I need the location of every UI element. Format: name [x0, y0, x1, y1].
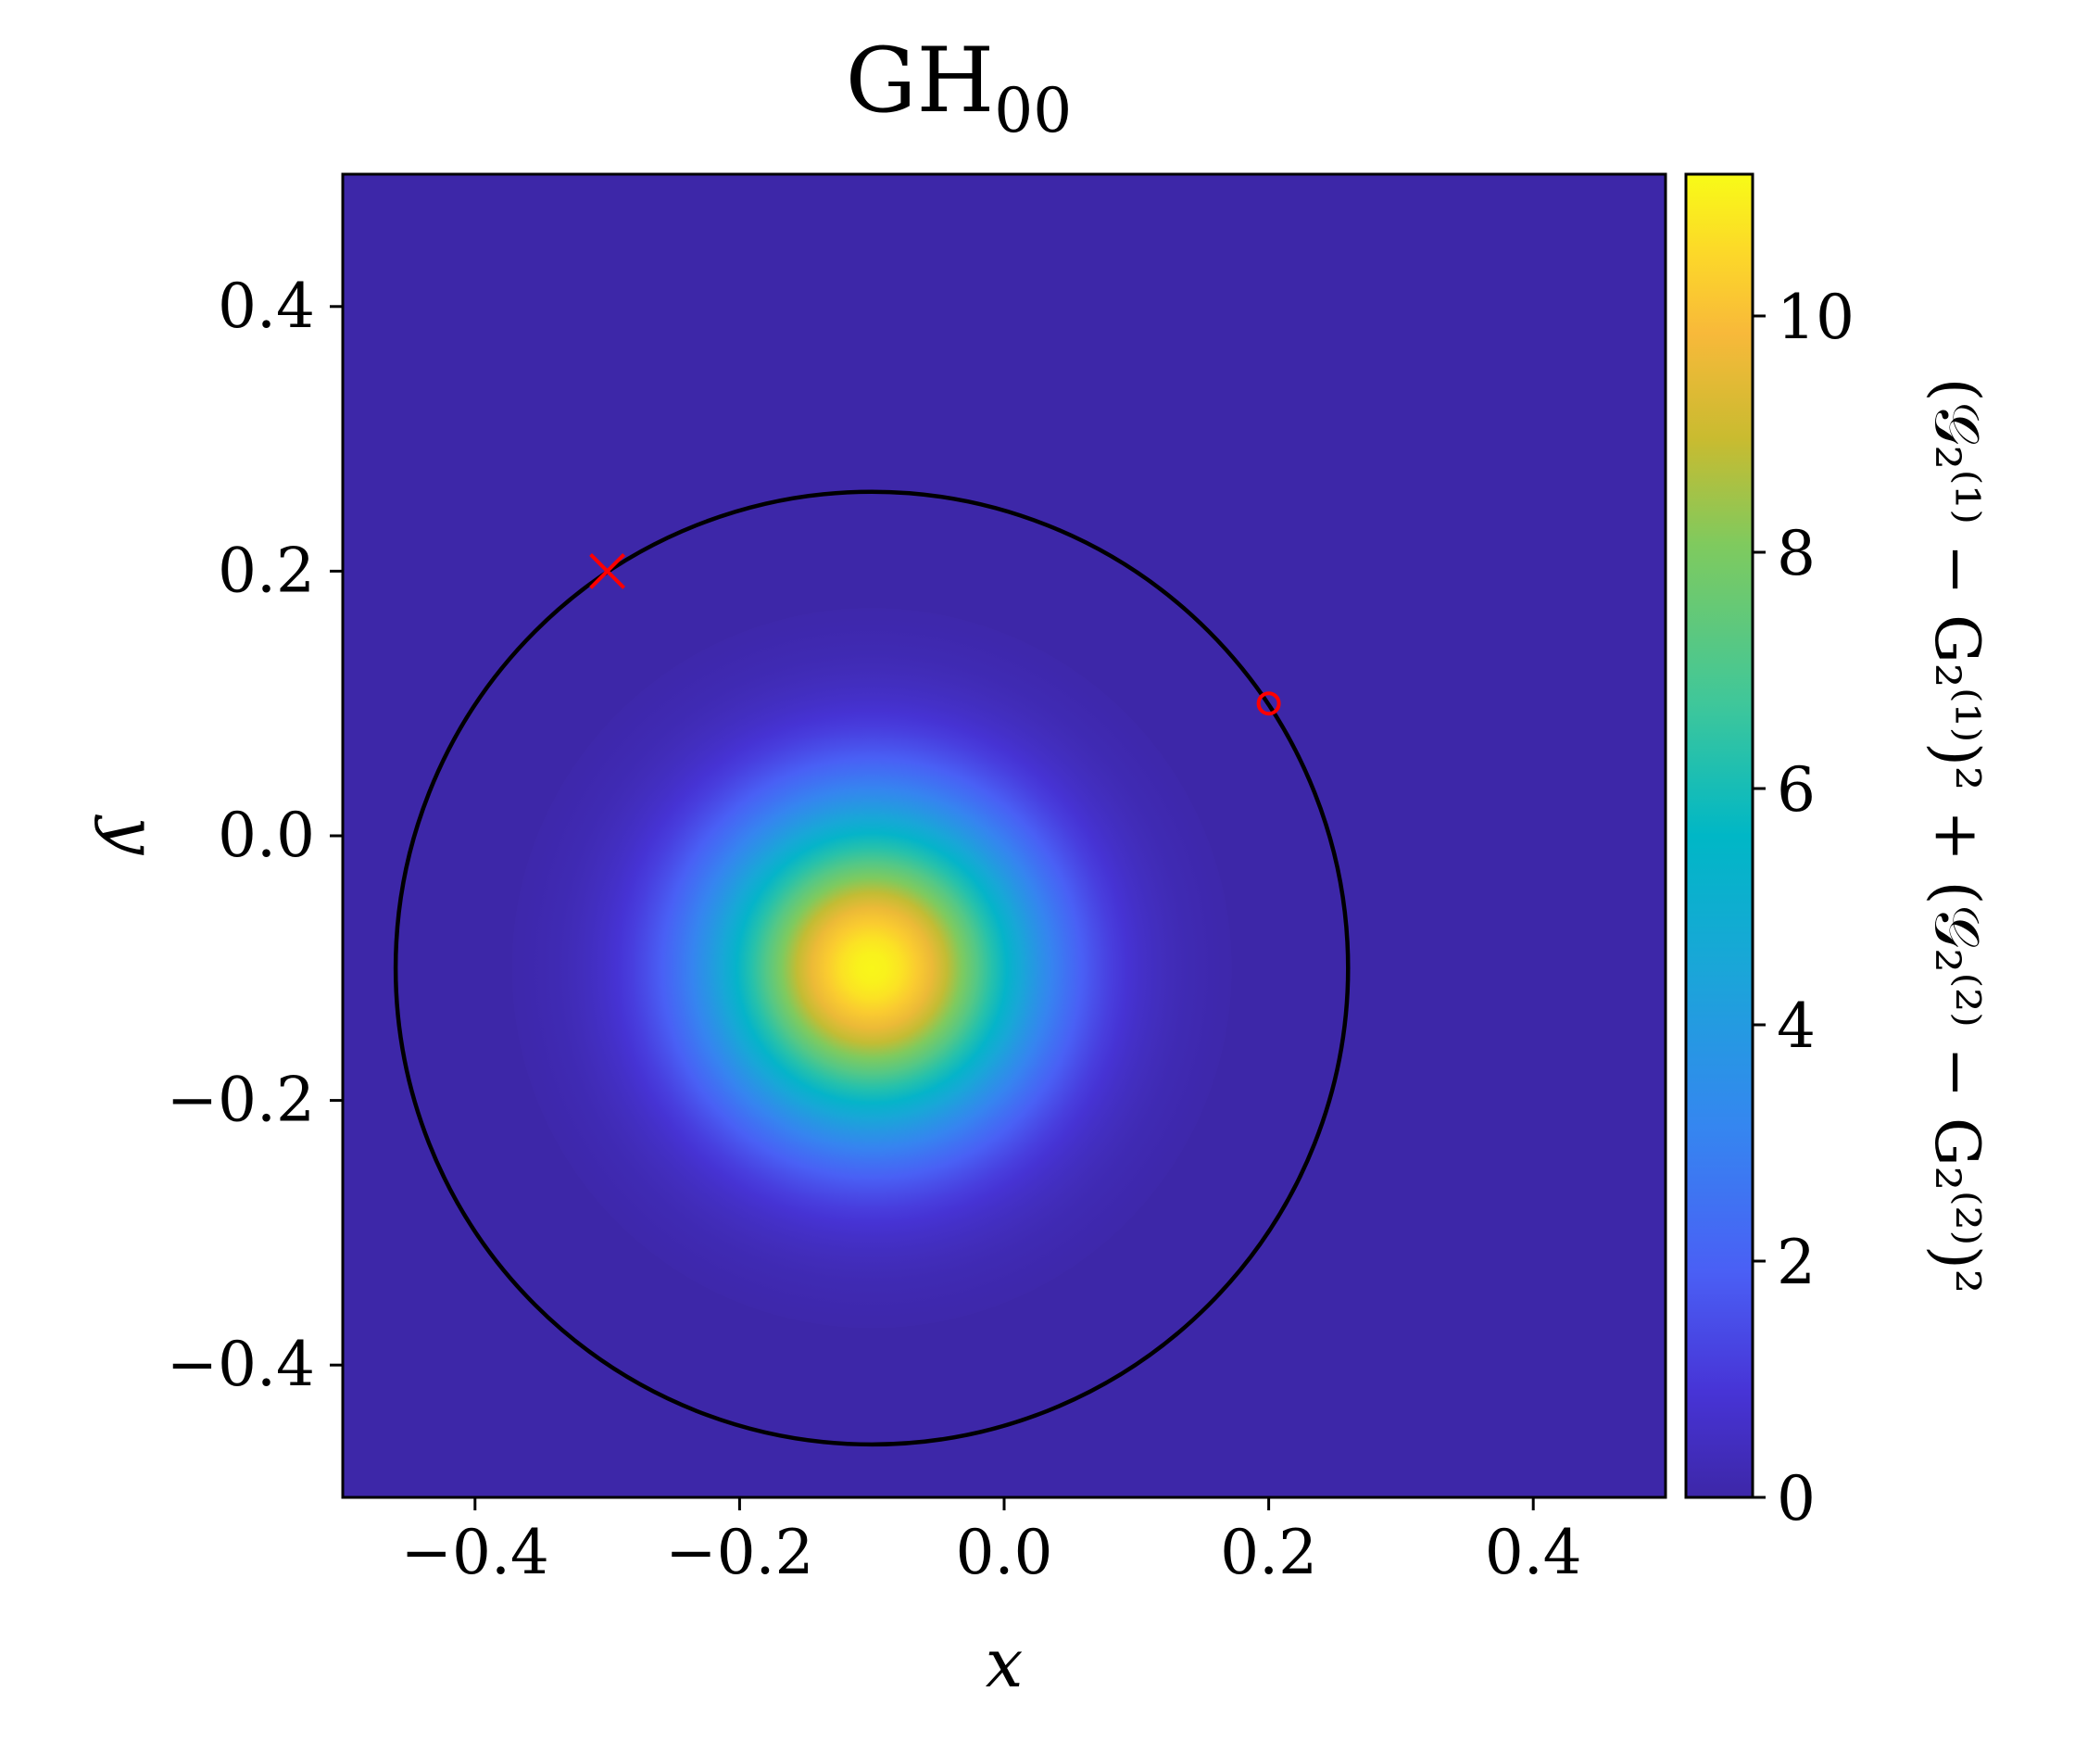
colorbar-fill	[1686, 174, 1753, 1497]
colorbar-tick-label: 10	[1777, 282, 1855, 353]
colorbar-tick-label: 2	[1777, 1227, 1816, 1298]
y-tick-label: −0.4	[167, 1329, 315, 1400]
y-tick-label: 0.0	[218, 800, 315, 871]
x-axis-ticks: −0.4 −0.2 0.0 0.2 0.4	[401, 1497, 1582, 1588]
marker-x	[589, 552, 626, 589]
marker-o	[1256, 691, 1281, 716]
y-axis-ticks: −0.4 −0.2 0.0 0.2 0.4	[167, 271, 343, 1400]
markers	[589, 552, 1281, 716]
colorbar-tick-label: 0	[1777, 1463, 1816, 1534]
colorbar: 0 2 4 6 8 10 (𝒢₂⁽¹⁾ − G₂⁽¹⁾)² + (𝒢₂⁽²⁾ − G₂⁽²…	[1684, 172, 1993, 1534]
y-axis-label: y	[94, 814, 171, 856]
chart-title: GH00	[846, 29, 1072, 146]
y-tick-label: 0.2	[218, 535, 315, 606]
colorbar-label: (𝒢₂⁽¹⁾ − G₂⁽¹⁾)² + (𝒢₂⁽²⁾ − G₂⁽²⁾)²	[1921, 378, 1993, 1294]
plot-area	[343, 174, 1666, 1497]
x-tick-label: 0.4	[1485, 1517, 1582, 1588]
colorbar-tick-label: 4	[1777, 991, 1816, 1062]
colorbar-ticks: 0 2 4 6 8 10	[1753, 282, 1855, 1534]
x-tick-label: −0.2	[665, 1517, 813, 1588]
boundary-circle	[393, 489, 1351, 1447]
y-tick-label: −0.2	[167, 1065, 315, 1136]
x-tick-label: 0.0	[956, 1517, 1053, 1588]
colorbar-tick-label: 8	[1777, 518, 1816, 589]
x-tick-label: −0.4	[401, 1517, 549, 1588]
colorbar-tick-label: 6	[1777, 754, 1816, 826]
y-tick-label: 0.4	[218, 271, 315, 342]
heatmap-peak	[511, 608, 1232, 1329]
colorbar-frame	[1684, 172, 1754, 1499]
x-tick-label: 0.2	[1220, 1517, 1317, 1588]
x-axis-label: x	[986, 1624, 1024, 1702]
